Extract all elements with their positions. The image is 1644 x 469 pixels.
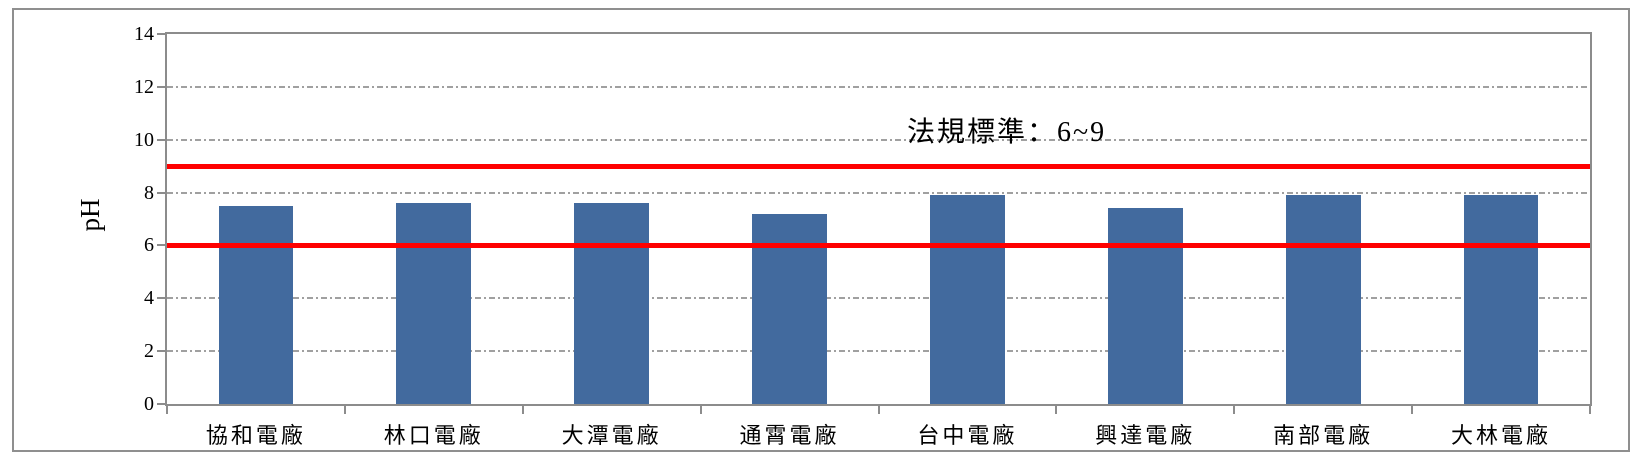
gridline-y-8: [167, 191, 1590, 194]
reference-line-6: [167, 242, 1590, 248]
x-label-興達電廠: 興達電廠: [1095, 423, 1196, 448]
plot-area: 法規標準：6~9: [165, 32, 1592, 406]
y-tick-label-6: 6: [144, 234, 154, 257]
y-tick-label-4: 4: [144, 287, 154, 310]
y-tick-label-10: 10: [134, 128, 154, 151]
x-tick-mark-3: [699, 406, 702, 414]
regulatory-standard-annotation: 法規標準：6~9: [907, 117, 1107, 148]
y-tick-label-12: 12: [134, 75, 154, 98]
x-tick-mark-5: [1055, 406, 1058, 414]
gridline-y-12: [167, 85, 1590, 88]
y-tick-mark-6: [157, 244, 165, 247]
x-tick-mark-2: [521, 406, 524, 414]
bar-series: [167, 34, 1590, 404]
x-axis-labels: 協和電廠 林口電廠 大潭電廠 通霄電廠 台中電廠 興達電廠 南部電廠 大林電廠: [167, 418, 1590, 450]
bar-興達電廠: [1107, 208, 1183, 404]
gridline-y-2: [167, 350, 1590, 353]
x-label-林口電廠: 林口電廠: [383, 423, 484, 448]
x-tick-mark-1: [343, 406, 346, 414]
x-label-南部電廠: 南部電廠: [1273, 423, 1374, 448]
y-tick-mark-8: [157, 191, 165, 194]
x-label-通霄電廠: 通霄電廠: [739, 423, 840, 448]
y-tick-mark-4: [157, 297, 165, 300]
x-label-大潭電廠: 大潭電廠: [561, 423, 662, 448]
bar-column-南部電廠: [1234, 34, 1412, 404]
bar-column-興達電廠: [1056, 34, 1234, 404]
y-tick-label-8: 8: [144, 181, 154, 204]
y-tick-mark-10: [157, 138, 165, 141]
bar-column-大林電廠: [1412, 34, 1590, 404]
y-tick-mark-0: [157, 403, 165, 405]
bar-column-大潭電廠: [523, 34, 701, 404]
gridline-y-4: [167, 297, 1590, 300]
y-tick-mark-12: [157, 85, 165, 88]
bar-協和電廠: [218, 205, 294, 404]
bar-南部電廠: [1285, 195, 1361, 404]
x-tick-mark-0: [166, 406, 168, 414]
x-tick-mark-8: [1589, 406, 1591, 414]
bar-column-台中電廠: [879, 34, 1057, 404]
gridline-y-10: [167, 138, 1590, 141]
chart-figure: pH 0 2 4 6 8 10 12 14 法規標準：6~9 協和電廠 林口電廠 大潭電廠 通霄電廠…: [12, 8, 1630, 452]
bar-大林電廠: [1463, 195, 1539, 404]
bar-林口電廠: [396, 203, 472, 404]
bar-column-協和電廠: [167, 34, 345, 404]
x-tick-mark-6: [1233, 406, 1236, 414]
x-label-協和電廠: 協和電廠: [205, 423, 306, 448]
y-tick-label-2: 2: [144, 340, 154, 363]
y-tick-mark-14: [157, 33, 165, 35]
x-tick-mark-4: [877, 406, 880, 414]
x-label-大林電廠: 大林電廠: [1451, 423, 1552, 448]
bar-大潭電廠: [574, 203, 650, 404]
bar-台中電廠: [930, 195, 1005, 404]
reference-line-9: [167, 163, 1590, 169]
y-tick-mark-2: [157, 350, 165, 353]
bar-column-通霄電廠: [701, 34, 879, 404]
y-tick-label-14: 14: [134, 23, 154, 45]
x-label-台中電廠: 台中電廠: [917, 423, 1018, 448]
y-tick-label-0: 0: [144, 393, 154, 415]
x-tick-mark-7: [1411, 406, 1414, 414]
bar-column-林口電廠: [345, 34, 523, 404]
